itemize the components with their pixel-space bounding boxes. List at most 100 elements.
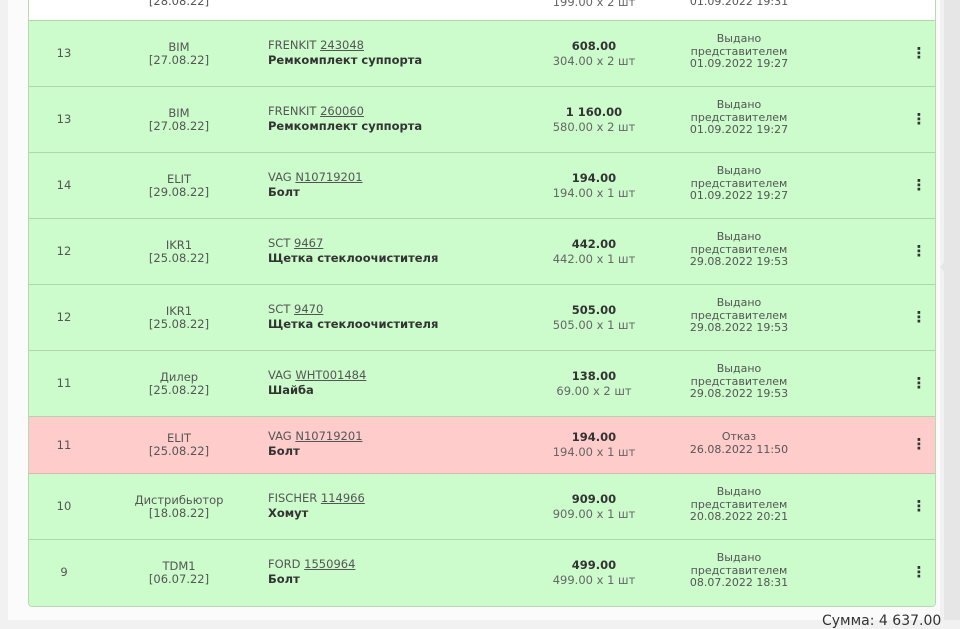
status-line: 29.08.2022 19:53 [689, 321, 789, 334]
part-name: Ремкомплект суппорта [268, 119, 423, 133]
part-code-link[interactable]: N10719201 [295, 170, 363, 184]
table-row-partial: [28.08.22] 199.00 x 2 шт 01.09.2022 19:3… [29, 0, 935, 21]
table-row: 13 BIM [27.08.22] FRENKIT 260060 Ремкомп… [29, 87, 935, 153]
part-code-link[interactable]: 1550964 [304, 557, 356, 571]
supplier-name: ELIT [166, 431, 192, 445]
status-cell: Выдано представителем 01.09.2022 19:27 [659, 98, 819, 137]
row-menu-icon[interactable]: ⋮ [911, 563, 927, 581]
part-cell: SCT 9470 Щетка стеклоочистителя [268, 302, 518, 332]
row-menu-icon[interactable]: ⋮ [911, 242, 927, 260]
row-menu-icon[interactable]: ⋮ [911, 308, 927, 326]
row-number: 14 [56, 178, 72, 192]
part-name: Шайба [268, 383, 314, 397]
supplier-cell: TDM1 [06.07.22] [114, 560, 244, 586]
status-line: Выдано [716, 164, 762, 177]
part-code-link[interactable]: 243048 [320, 38, 364, 52]
supplier-cell: BIM [27.08.22] [114, 41, 244, 67]
status-cell: Выдано представителем 08.07.2022 18:31 [659, 551, 819, 590]
status-line: представителем [690, 374, 788, 388]
unit-price: 199.00 x 2 шт [552, 0, 636, 9]
total-price: 194.00 [571, 171, 617, 185]
unit-price: 505.00 x 1 шт [552, 318, 636, 332]
supplier-cell: ELIT [29.08.22] [114, 173, 244, 199]
part-cell: FISCHER 114966 Хомут [268, 491, 518, 521]
part-code-link[interactable]: 114966 [320, 491, 365, 505]
status-line: 26.08.2022 11:50 [689, 442, 789, 456]
status-line: представителем [690, 242, 788, 256]
part-code-link[interactable]: 9470 [294, 302, 324, 316]
row-number: 11 [56, 376, 72, 390]
supplier-name: BIM [168, 106, 190, 120]
unit-price: 909.00 x 1 шт [552, 507, 636, 521]
supplier-name: BIM [168, 40, 190, 54]
part-cell: SCT 9467 Щетка стеклоочистителя [268, 236, 518, 266]
price-cell: 499.00 499.00 x 1 шт [519, 558, 669, 588]
status-line: Выдано [716, 98, 762, 111]
status-line: представителем [690, 176, 788, 190]
unit-price: 304.00 x 2 шт [552, 54, 636, 68]
total-price: 442.00 [571, 237, 617, 251]
row-menu-icon[interactable]: ⋮ [911, 374, 927, 392]
row-menu-icon[interactable]: ⋮ [911, 497, 927, 515]
supplier-name: TDM1 [162, 559, 196, 573]
part-name: Болт [268, 444, 300, 458]
supplier-cell: IKR1 [25.08.22] [114, 305, 244, 331]
status-line: 29.08.2022 19:53 [689, 255, 789, 268]
price-cell: 1 160.00 580.00 x 2 шт [519, 105, 669, 135]
part-name: Болт [268, 185, 300, 199]
total-price: 499.00 [571, 558, 617, 572]
supplier-cell: Дилер [25.08.22] [114, 371, 244, 397]
unit-price: 194.00 x 1 шт [552, 445, 636, 459]
part-name: Ремкомплект суппорта [268, 53, 423, 67]
supplier-date: [06.07.22] [148, 572, 210, 586]
part-name: Болт [268, 572, 300, 586]
part-brand: FORD [268, 557, 301, 571]
side-panel-tab[interactable] [940, 245, 960, 289]
status-cell: Выдано представителем 29.08.2022 19:53 [659, 296, 819, 335]
supplier-name: ELIT [166, 172, 192, 186]
status-line: Выдано [716, 362, 762, 375]
right-scroll-gutter [944, 0, 960, 620]
part-cell: VAG N10719201 Болт [268, 170, 518, 200]
part-code-link[interactable]: N10719201 [295, 429, 363, 443]
price-cell: 442.00 442.00 x 1 шт [519, 237, 669, 267]
supplier-date: [25.08.22] [148, 444, 210, 458]
row-number: 11 [56, 438, 72, 452]
row-menu-icon[interactable]: ⋮ [911, 44, 927, 62]
row-number: 13 [56, 112, 72, 126]
status-line: Выдано [716, 230, 762, 243]
part-brand: SCT [268, 302, 291, 316]
table-row: 12 IKR1 [25.08.22] SCT 9470 Щетка стекло… [29, 285, 935, 351]
status-cell: Отказ 26.08.2022 11:50 [659, 430, 819, 456]
status-line: представителем [690, 44, 788, 58]
part-code-link[interactable]: 9467 [294, 236, 324, 250]
status-line: Выдано [716, 551, 762, 564]
status-line: представителем [690, 563, 788, 577]
price-cell: 909.00 909.00 x 1 шт [519, 492, 669, 522]
part-name: Щетка стеклоочистителя [268, 317, 439, 331]
supplier-cell: IKR1 [25.08.22] [114, 239, 244, 265]
table-row: 11 ELIT [25.08.22] VAG N10719201 Болт 19… [29, 417, 935, 474]
status-line: представителем [690, 110, 788, 124]
part-cell: FRENKIT 260060 Ремкомплект суппорта [268, 104, 518, 134]
unit-price: 69.00 x 2 шт [556, 384, 632, 398]
orders-table: [28.08.22] 199.00 x 2 шт 01.09.2022 19:3… [28, 0, 936, 607]
part-code-link[interactable]: 260060 [320, 104, 364, 118]
part-code-link[interactable]: WHT001484 [295, 368, 367, 382]
status-line: Выдано [716, 32, 762, 45]
supplier-cell: Дистрибьютор [18.08.22] [114, 494, 244, 520]
supplier-date: [25.08.22] [148, 251, 210, 265]
price-cell: 608.00 304.00 x 2 шт [519, 39, 669, 69]
price-cell: 138.00 69.00 x 2 шт [519, 369, 669, 399]
row-menu-icon[interactable]: ⋮ [911, 110, 927, 128]
status-line: 01.09.2022 19:27 [689, 57, 789, 70]
row-menu-icon[interactable]: ⋮ [911, 176, 927, 194]
row-number: 13 [56, 46, 72, 60]
row-menu-icon[interactable]: ⋮ [911, 435, 927, 453]
unit-price: 194.00 x 1 шт [552, 186, 636, 200]
orders-panel: [28.08.22] 199.00 x 2 шт 01.09.2022 19:3… [8, 0, 941, 629]
supplier-date: [27.08.22] [148, 119, 210, 133]
unit-price: 580.00 x 2 шт [552, 120, 636, 134]
supplier-name: IKR1 [165, 238, 193, 252]
status-line: 01.09.2022 19:27 [689, 189, 789, 202]
